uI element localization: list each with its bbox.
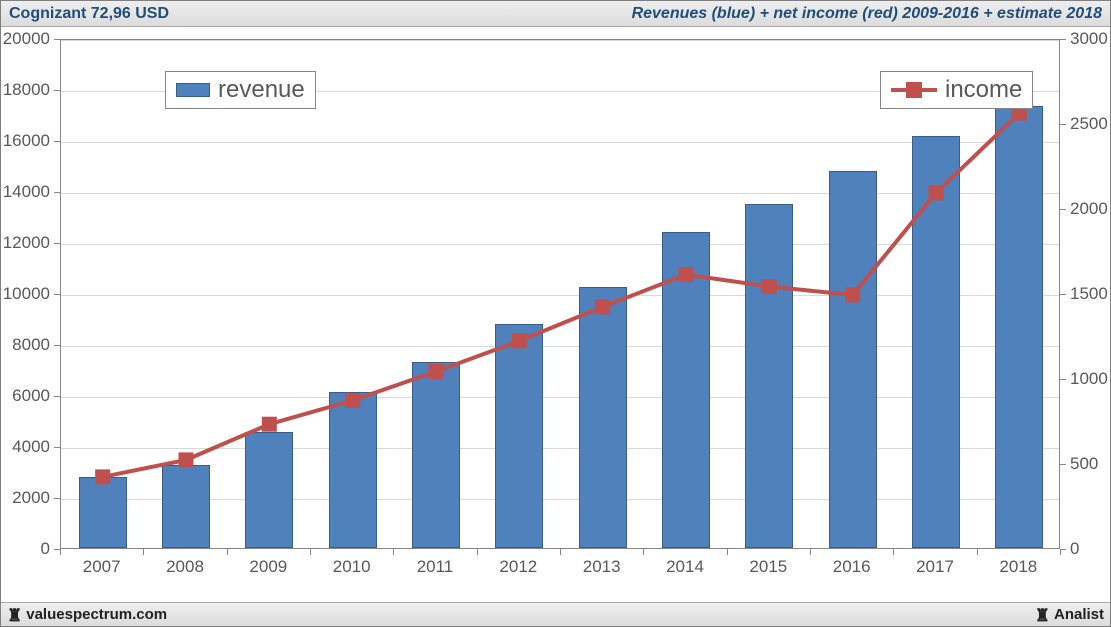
x-label: 2010 [310, 557, 393, 577]
x-label: 2015 [727, 557, 810, 577]
y-label-right: 0 [1070, 539, 1079, 559]
header-bar: Cognizant 72,96 USD Revenues (blue) + ne… [1, 1, 1110, 27]
legend-label: income [945, 76, 1022, 104]
x-label: 2007 [60, 557, 143, 577]
x-label: 2016 [810, 557, 893, 577]
footer-right-text: Analist [1054, 606, 1104, 623]
gridline [61, 397, 1059, 398]
gridline [61, 40, 1059, 41]
y-label-left: 4000 [1, 437, 50, 457]
gridline [61, 346, 1059, 347]
y-tick-right [1060, 39, 1066, 40]
x-label: 2008 [143, 557, 226, 577]
legend-swatch-bar [176, 83, 210, 97]
y-tick-right [1060, 209, 1066, 210]
legend-swatch-line [891, 82, 937, 98]
x-label: 2014 [643, 557, 726, 577]
bar [579, 287, 627, 548]
y-tick-left [54, 192, 60, 193]
y-tick-left [54, 141, 60, 142]
legend-revenue: revenue [165, 71, 316, 109]
x-tick [810, 549, 811, 555]
y-label-left: 10000 [1, 284, 50, 304]
gridline [61, 142, 1059, 143]
x-tick [1060, 549, 1061, 555]
y-tick-left [54, 243, 60, 244]
x-tick [310, 549, 311, 555]
y-tick-left [54, 90, 60, 91]
bar [995, 106, 1043, 548]
y-label-left: 18000 [1, 80, 50, 100]
chart-frame: Cognizant 72,96 USD Revenues (blue) + ne… [0, 0, 1111, 627]
chess-rook-icon: ♜ [7, 607, 22, 624]
y-tick-left [54, 498, 60, 499]
y-label-left: 2000 [1, 488, 50, 508]
x-label: 2012 [477, 557, 560, 577]
x-label: 2018 [977, 557, 1060, 577]
y-label-left: 0 [1, 539, 50, 559]
x-tick [643, 549, 644, 555]
gridline [61, 193, 1059, 194]
gridline [61, 244, 1059, 245]
header-left: Cognizant 72,96 USD [9, 5, 169, 23]
bar [495, 324, 543, 548]
y-label-right: 2500 [1070, 114, 1108, 134]
x-tick [727, 549, 728, 555]
y-label-right: 500 [1070, 454, 1098, 474]
y-tick-left [54, 39, 60, 40]
chart-area: 0200040006000800010000120001400016000180… [1, 27, 1110, 602]
footer-bar: ♜valuespectrum.com ♜Analist [1, 602, 1110, 626]
bar [79, 477, 127, 548]
y-tick-right [1060, 379, 1066, 380]
gridline [61, 448, 1059, 449]
plot-region [60, 39, 1060, 549]
footer-left-text: valuespectrum.com [26, 606, 167, 623]
y-label-left: 20000 [1, 29, 50, 49]
gridline [61, 499, 1059, 500]
x-label: 2013 [560, 557, 643, 577]
legend-label: revenue [218, 76, 305, 104]
bar [412, 362, 460, 548]
x-label: 2009 [227, 557, 310, 577]
bar [245, 432, 293, 548]
bar [912, 136, 960, 548]
x-tick [560, 549, 561, 555]
x-tick [143, 549, 144, 555]
bar [662, 232, 710, 548]
x-label: 2011 [393, 557, 476, 577]
y-label-left: 12000 [1, 233, 50, 253]
x-label: 2017 [893, 557, 976, 577]
bar [745, 204, 793, 548]
y-label-right: 1000 [1070, 369, 1108, 389]
header-right: Revenues (blue) + net income (red) 2009-… [632, 5, 1102, 23]
x-tick [227, 549, 228, 555]
y-label-right: 2000 [1070, 199, 1108, 219]
y-tick-right [1060, 124, 1066, 125]
y-tick-left [54, 294, 60, 295]
y-label-right: 3000 [1070, 29, 1108, 49]
legend-income: income [880, 71, 1033, 109]
gridline [61, 295, 1059, 296]
y-label-right: 1500 [1070, 284, 1108, 304]
x-tick [60, 549, 61, 555]
y-tick-right [1060, 464, 1066, 465]
x-tick [893, 549, 894, 555]
y-tick-right [1060, 294, 1066, 295]
bar [829, 171, 877, 548]
y-tick-left [54, 447, 60, 448]
bar [329, 392, 377, 548]
y-tick-left [54, 345, 60, 346]
bar [162, 465, 210, 548]
x-tick [393, 549, 394, 555]
y-label-left: 16000 [1, 131, 50, 151]
footer-left: ♜valuespectrum.com [7, 606, 167, 624]
x-tick [977, 549, 978, 555]
y-tick-left [54, 396, 60, 397]
y-label-left: 8000 [1, 335, 50, 355]
y-label-left: 14000 [1, 182, 50, 202]
chess-rook-icon: ♜ [1035, 607, 1050, 624]
x-tick [477, 549, 478, 555]
footer-right: ♜Analist [1035, 606, 1104, 624]
y-label-left: 6000 [1, 386, 50, 406]
